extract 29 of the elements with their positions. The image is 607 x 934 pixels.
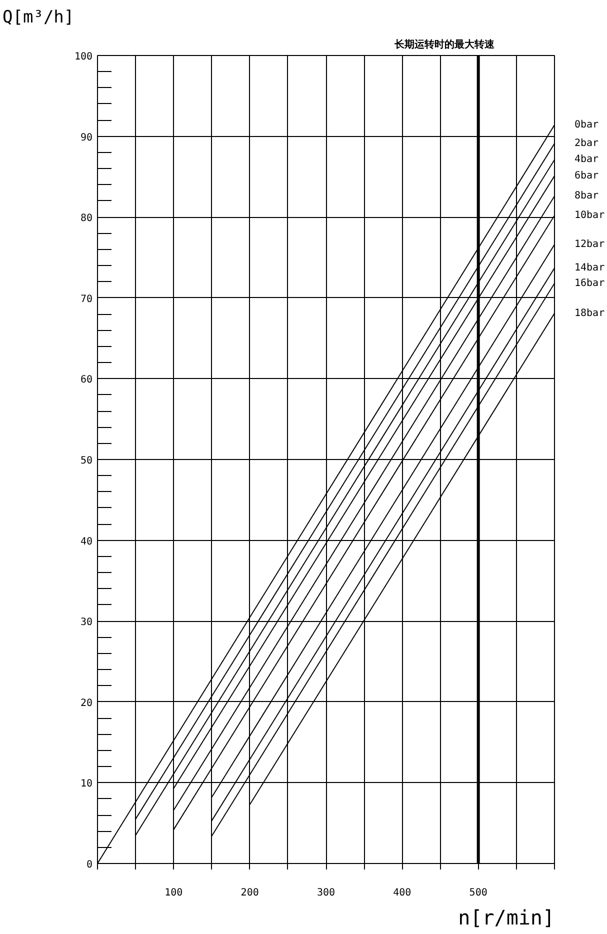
- series-label: 4bar: [574, 154, 599, 166]
- y-tick-label: 40: [80, 536, 93, 548]
- series-label: 0bar: [574, 119, 599, 130]
- y-tick-label: 60: [80, 374, 93, 386]
- series-label: 2bar: [574, 138, 599, 150]
- series-label: 18bar: [574, 308, 605, 319]
- x-tick-label: 200: [240, 888, 259, 898]
- y-tick-label: 90: [80, 132, 93, 144]
- series-label: 12bar: [574, 239, 605, 250]
- x-tick-label: 400: [393, 888, 412, 898]
- series-label: 10bar: [574, 210, 605, 221]
- y-tick-label: 30: [80, 617, 93, 628]
- y-axis-title: Q[m³/h]: [2, 8, 74, 28]
- y-tick-label: 70: [80, 294, 93, 305]
- x-axis-title: n[r/min]: [458, 906, 554, 930]
- series-label: 6bar: [574, 170, 599, 182]
- y-tick-label: 0: [86, 860, 93, 870]
- x-tick-label: 100: [164, 888, 183, 898]
- y-tick-label: 80: [80, 213, 93, 224]
- ref-line-label: 长期运转时的最大转速: [394, 38, 496, 50]
- y-tick-label: 20: [80, 698, 93, 709]
- x-tick-label: 300: [316, 888, 336, 898]
- x-tick-label: 500: [469, 888, 488, 898]
- y-tick-label: 10: [80, 778, 93, 790]
- series-label: 14bar: [574, 262, 605, 274]
- series-label: 8bar: [574, 190, 599, 202]
- y-tick-label: 100: [74, 52, 92, 62]
- y-tick-label: 50: [80, 456, 93, 466]
- series-label: 16bar: [574, 278, 605, 289]
